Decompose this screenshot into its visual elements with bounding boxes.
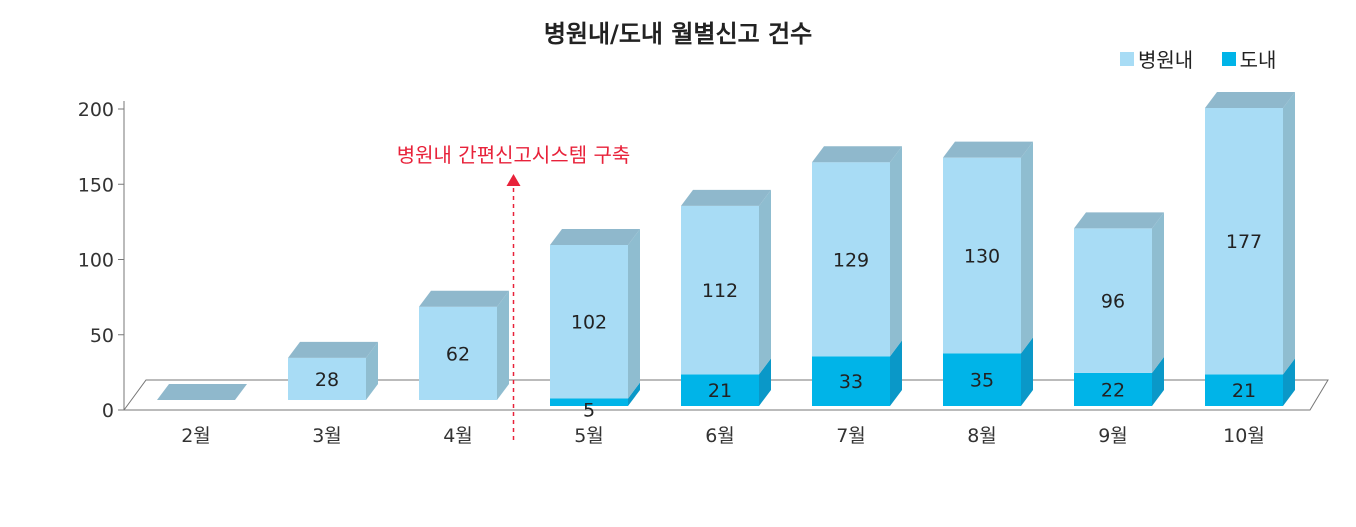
bar-segment-hospital-side	[366, 341, 378, 400]
x-tick-label: 3월	[312, 425, 342, 447]
legend-item-province: 도내	[1221, 44, 1277, 73]
x-tick-label: 2월	[181, 425, 211, 447]
data-label-hospital: 96	[1101, 291, 1125, 313]
data-label-province: 22	[1101, 379, 1125, 401]
bar-segment-hospital-side	[497, 290, 509, 400]
data-label-hospital: 130	[964, 246, 1000, 268]
bar-segment-hospital	[288, 357, 366, 400]
y-tick-label: 150	[78, 174, 114, 196]
bar-top-face	[681, 189, 771, 206]
y-tick-label: 0	[102, 400, 114, 422]
x-tick-label: 7월	[836, 425, 866, 447]
x-tick-label: 4월	[443, 425, 473, 447]
bar-segment-hospital-side	[890, 146, 902, 357]
bar-segment-province	[550, 398, 628, 406]
data-label-province: 33	[839, 371, 863, 393]
bar-top-face	[419, 290, 509, 307]
bar-top-face	[550, 228, 640, 245]
bar-segment-hospital-side	[1021, 141, 1033, 354]
bar-top-face	[157, 384, 247, 400]
bar-segment-hospital-side	[1283, 92, 1295, 375]
bar-segment-hospital-side	[759, 189, 771, 375]
legend: 병원내 도내	[1120, 44, 1298, 73]
data-label-province: 21	[1232, 380, 1256, 402]
bar-segment-hospital	[681, 205, 759, 375]
chart-title: 병원내/도내 월별신고 건수	[543, 20, 813, 48]
bar-top-face	[943, 141, 1033, 158]
bar-top-face	[288, 341, 378, 358]
legend-item-hospital: 병원내	[1120, 44, 1193, 73]
bar-segment-province	[681, 374, 759, 406]
y-tick-label: 200	[78, 99, 114, 121]
bar-segment-province	[943, 353, 1021, 406]
bar-segment-hospital	[1074, 228, 1152, 373]
bar-segment-hospital	[943, 157, 1021, 354]
data-label-hospital: 28	[315, 369, 339, 391]
bar-segment-hospital-side	[628, 228, 640, 399]
bar-segment-province-side	[759, 358, 771, 406]
bar-segment-hospital-side	[1152, 212, 1164, 373]
bar-segment-province	[1205, 374, 1283, 406]
legend-label-hospital: 병원내	[1138, 48, 1194, 72]
bar-segment-hospital	[419, 306, 497, 400]
bar-top-face	[812, 146, 902, 163]
bar-segment-province-side	[1152, 356, 1164, 406]
legend-swatch-hospital	[1120, 51, 1134, 66]
bar-segment-hospital	[550, 244, 628, 399]
bar-segment-province-side	[1283, 358, 1295, 406]
bar-top-face	[1074, 212, 1164, 229]
bar-segment-province-side	[1021, 337, 1033, 406]
data-label-hospital: 62	[446, 343, 470, 365]
x-tick-label: 6월	[705, 425, 735, 447]
bar-segment-hospital	[1205, 108, 1283, 375]
data-label-province: 5	[583, 399, 595, 421]
data-label-hospital: 129	[833, 249, 869, 271]
y-tick-label: 100	[78, 250, 114, 272]
bar-segment-province	[1074, 372, 1152, 406]
x-tick-label: 9월	[1098, 425, 1128, 447]
legend-swatch-province	[1221, 51, 1236, 66]
x-tick-label: 5월	[574, 425, 604, 447]
x-tick-label: 8월	[967, 425, 997, 447]
data-label-hospital: 102	[571, 312, 607, 334]
bar-segment-province-side	[890, 340, 902, 406]
data-label-hospital: 177	[1226, 231, 1262, 253]
x-tick-label: 10월	[1223, 425, 1265, 447]
annotation-label: 병원내 간편신고시스템 구축	[397, 143, 631, 167]
y-tick-label: 50	[90, 325, 114, 347]
data-label-province: 35	[970, 370, 994, 392]
annotation-arrow-head	[506, 174, 521, 186]
bar-segment-province-side	[628, 382, 640, 406]
bar-segment-hospital	[812, 162, 890, 357]
bar-segment-province	[812, 356, 890, 406]
data-label-province: 21	[708, 380, 732, 402]
bar-top-face	[1205, 92, 1295, 109]
legend-label-province: 도내	[1239, 48, 1277, 72]
data-label-hospital: 112	[702, 280, 738, 302]
